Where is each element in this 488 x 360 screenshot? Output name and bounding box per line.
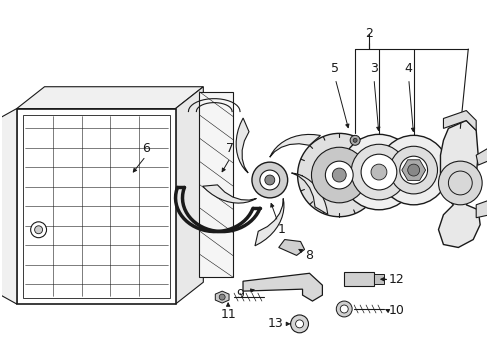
Polygon shape	[17, 87, 203, 109]
Circle shape	[389, 146, 437, 194]
Polygon shape	[475, 148, 488, 165]
Polygon shape	[0, 109, 17, 304]
Text: 4: 4	[404, 62, 412, 75]
Polygon shape	[278, 239, 304, 255]
Text: 8: 8	[305, 249, 313, 262]
Circle shape	[360, 154, 396, 190]
Circle shape	[336, 301, 351, 317]
Circle shape	[325, 161, 352, 189]
Polygon shape	[291, 173, 327, 215]
Polygon shape	[438, 121, 479, 247]
Polygon shape	[443, 111, 475, 130]
Polygon shape	[175, 87, 203, 304]
Circle shape	[399, 156, 427, 184]
Circle shape	[407, 164, 419, 176]
Circle shape	[297, 133, 380, 217]
Circle shape	[341, 134, 416, 210]
Circle shape	[378, 135, 447, 205]
Polygon shape	[269, 134, 320, 157]
Circle shape	[340, 305, 347, 313]
Circle shape	[370, 164, 386, 180]
Polygon shape	[215, 291, 228, 303]
Circle shape	[438, 161, 481, 205]
Circle shape	[259, 170, 279, 190]
Circle shape	[311, 147, 366, 203]
Text: 13: 13	[267, 318, 283, 330]
Circle shape	[31, 222, 46, 238]
Circle shape	[251, 162, 287, 198]
Text: 2: 2	[365, 27, 372, 40]
Polygon shape	[17, 109, 175, 304]
Text: 6: 6	[142, 142, 149, 155]
Text: 9: 9	[236, 288, 244, 301]
Polygon shape	[254, 198, 284, 246]
Circle shape	[349, 135, 359, 145]
Polygon shape	[199, 92, 233, 277]
Circle shape	[35, 226, 42, 234]
Circle shape	[352, 138, 356, 142]
Polygon shape	[236, 118, 248, 173]
Text: 1: 1	[277, 223, 285, 236]
Polygon shape	[243, 273, 322, 301]
Text: 3: 3	[369, 62, 377, 75]
Bar	[344, 272, 373, 286]
Circle shape	[290, 315, 308, 333]
Polygon shape	[202, 185, 256, 203]
Text: 11: 11	[220, 309, 236, 321]
Text: 5: 5	[330, 62, 339, 75]
Circle shape	[219, 294, 224, 300]
Text: 12: 12	[388, 273, 404, 286]
Polygon shape	[475, 200, 488, 218]
Bar	[22, 114, 169, 298]
Circle shape	[332, 168, 346, 182]
Bar	[373, 274, 383, 284]
Circle shape	[264, 175, 274, 185]
Text: 10: 10	[388, 305, 404, 318]
Text: 7: 7	[225, 142, 234, 155]
Polygon shape	[401, 160, 425, 180]
Circle shape	[295, 320, 303, 328]
Circle shape	[350, 144, 406, 200]
